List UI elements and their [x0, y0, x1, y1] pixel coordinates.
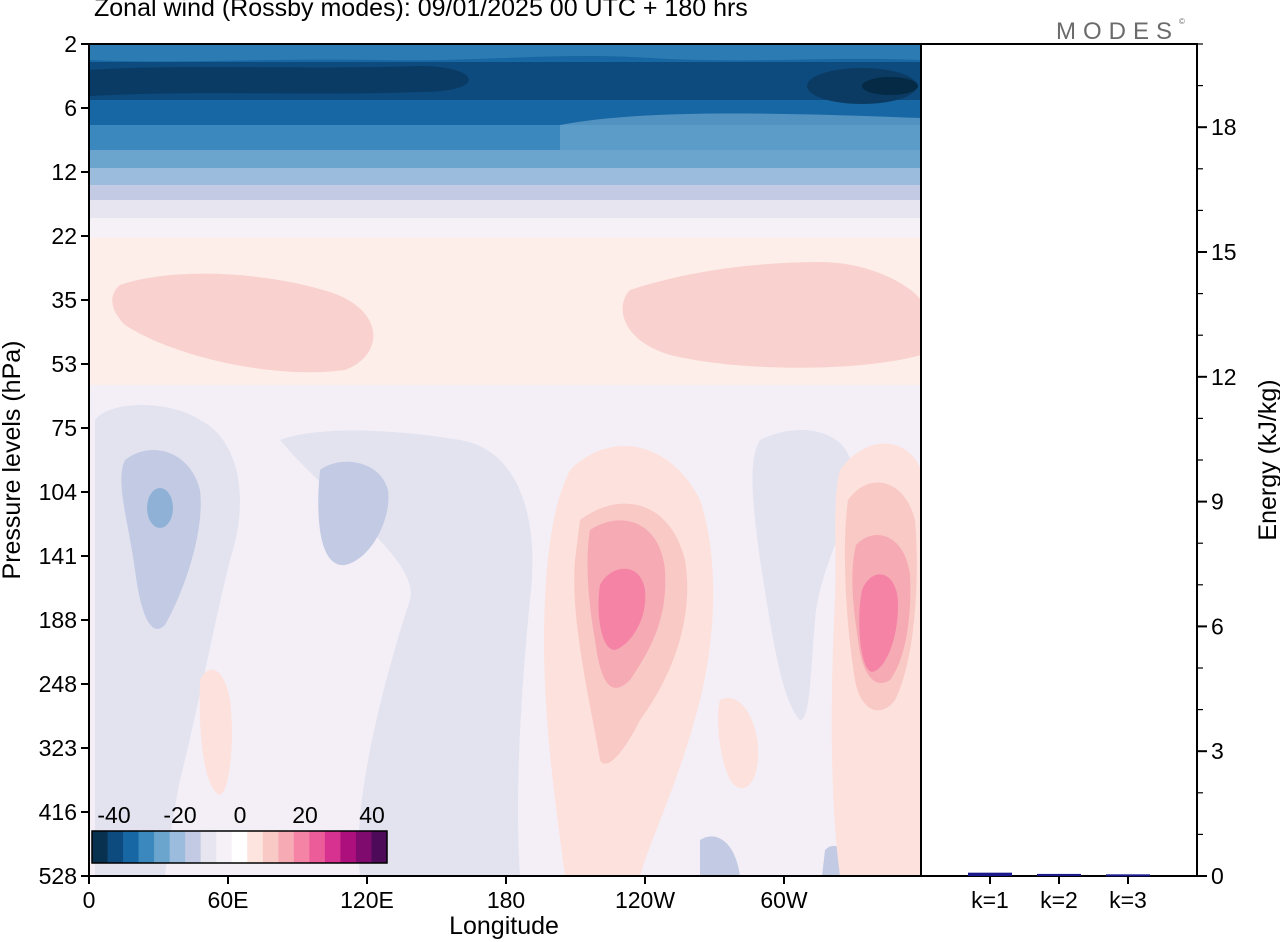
- top-wave: [89, 44, 921, 62]
- energy-tick-label: 15: [1211, 239, 1237, 265]
- dark-core-west: [89, 66, 469, 96]
- colorbar-swatch: [200, 831, 217, 863]
- y-tick-label: 141: [39, 543, 77, 569]
- colorbar-swatch: [324, 831, 341, 863]
- y-tick-label: 53: [51, 351, 77, 377]
- warm-patch-east: [622, 262, 921, 368]
- energy-tick-label: 0: [1211, 863, 1224, 889]
- energy-bars: k=1 k=2 k=3: [968, 872, 1150, 913]
- band-6: [89, 168, 921, 190]
- band-5: [89, 150, 921, 172]
- warm-core-2: [859, 574, 898, 672]
- heatmap-field: [89, 44, 921, 876]
- colorbar-swatch: [216, 831, 233, 863]
- warm-patch-west: [112, 273, 374, 373]
- energy-bar: [1037, 873, 1081, 876]
- bar-category-label: k=3: [1109, 887, 1147, 913]
- cool-patch-2: [318, 461, 389, 566]
- bar-category-label: k=1: [971, 887, 1009, 913]
- x-tick-label: 180: [487, 887, 525, 913]
- x-tick-label: 0: [83, 887, 96, 913]
- y-tick-label: 6: [64, 95, 77, 121]
- energy-axis: 0 3 6 9 12 15 18: [1197, 43, 1237, 889]
- y-tick-label: 323: [39, 735, 77, 761]
- cool-core-1: [147, 488, 173, 528]
- warm-patch-small: [718, 698, 759, 789]
- cool-column-3: [752, 430, 853, 720]
- y-tick-label: 22: [51, 223, 77, 249]
- modes-logo: MODES©: [1056, 17, 1185, 45]
- colorbar-swatch: [355, 831, 372, 863]
- chart-title: Zonal wind (Rossby modes): 09/01/2025 00…: [94, 0, 748, 22]
- bar-category-label: k=2: [1040, 887, 1078, 913]
- colorbar-frame: [91, 830, 388, 864]
- x-axis-title: Longitude: [449, 912, 559, 940]
- colorbar-swatch: [278, 831, 295, 863]
- colorbar-label: 40: [359, 802, 385, 828]
- pressure-axis: 2 6 12 22 35 53 75 104 141 188 248 323 416 528: [39, 31, 89, 889]
- colorbar-swatch: [309, 831, 326, 863]
- colorbar-swatch: [169, 831, 186, 863]
- y-tick-label: 248: [39, 671, 77, 697]
- colorbar-swatch: [123, 831, 140, 863]
- y-tick-label: 75: [51, 415, 77, 441]
- colorbar-label: 20: [292, 802, 318, 828]
- x-tick-label: 60E: [208, 887, 249, 913]
- cool-column-2: [280, 430, 533, 876]
- y-tick-label: 12: [51, 159, 77, 185]
- y-tick-label: 528: [39, 863, 77, 889]
- colorbar-swatch: [262, 831, 279, 863]
- colorbar-swatch: [293, 831, 310, 863]
- y-tick-label: 104: [39, 479, 78, 505]
- longitude-axis: 0 60E 120E 180 120W 60W: [83, 876, 808, 913]
- colorbar-swatch: [371, 831, 388, 863]
- darkest-core-east: [862, 77, 918, 95]
- bar-panel-frame: [920, 43, 1198, 877]
- colorbar-swatch: [340, 831, 357, 863]
- cool-bottom-1: [700, 836, 740, 876]
- colorbar-swatch: [138, 831, 155, 863]
- energy-tick-label: 3: [1211, 738, 1224, 764]
- energy-bar: [1106, 874, 1150, 877]
- colorbar-swatch: [154, 831, 171, 863]
- colorbar-label: 0: [234, 802, 247, 828]
- energy-tick-label: 18: [1211, 114, 1237, 140]
- warm-patch-west-low: [199, 669, 232, 795]
- y-tick-label: 2: [64, 31, 77, 57]
- x-tick-label: 120E: [340, 887, 394, 913]
- colorbar-swatch: [107, 831, 124, 863]
- energy-bar: [968, 872, 1012, 876]
- colorbar-label: -40: [97, 802, 130, 828]
- colorbar: -40 -20 0 20 40: [91, 802, 388, 864]
- y-tick-label: 35: [51, 287, 77, 313]
- east-light-band: [560, 113, 921, 160]
- energy-axis-title: Energy (kJ/kg): [1254, 379, 1280, 540]
- cool-patch-1: [121, 450, 201, 629]
- band-8: [89, 200, 921, 222]
- y-tick-label: 416: [39, 799, 77, 825]
- energy-tick-label: 9: [1211, 489, 1224, 515]
- energy-tick-label: 6: [1211, 613, 1224, 639]
- warm-core-1: [598, 568, 646, 650]
- colorbar-swatch: [231, 831, 248, 863]
- colorbar-swatch: [92, 831, 109, 863]
- colorbar-swatch: [185, 831, 202, 863]
- colorbar-swatch: [247, 831, 264, 863]
- y-tick-label: 188: [39, 607, 77, 633]
- energy-tick-label: 12: [1211, 364, 1237, 390]
- x-tick-label: 60W: [760, 887, 808, 913]
- x-tick-label: 120W: [615, 887, 675, 913]
- y-axis-title: Pressure levels (hPa): [0, 341, 26, 580]
- colorbar-label: -20: [163, 802, 196, 828]
